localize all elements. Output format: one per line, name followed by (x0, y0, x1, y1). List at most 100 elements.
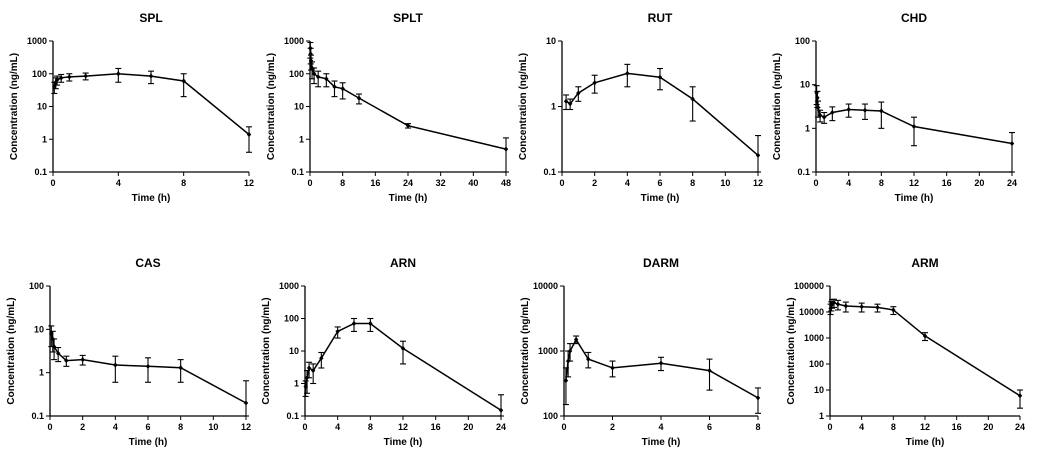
y-tick-label: 1000 (538, 346, 558, 356)
series-line (565, 72, 759, 156)
x-tick-label: 8 (181, 178, 186, 188)
x-tick-label: 0 (559, 178, 564, 188)
data-point (181, 78, 186, 84)
chart-title: DARM (643, 256, 679, 270)
y-tick-label: 100 (289, 69, 304, 79)
x-axis-label: Time (h) (906, 437, 945, 448)
data-point (755, 152, 761, 158)
x-tick-label: 16 (952, 422, 962, 432)
y-tick-label: 100 (32, 69, 47, 79)
x-axis-label: Time (h) (384, 437, 423, 448)
data-point (586, 356, 591, 362)
data-point (335, 328, 340, 335)
y-tick-label: 100 (284, 314, 299, 324)
y-tick-label: 1 (42, 134, 47, 144)
x-tick-label: 12 (398, 422, 408, 432)
x-tick-label: 16 (431, 422, 441, 432)
data-point (879, 108, 884, 114)
data-point (567, 348, 573, 354)
y-tick-label: 1 (819, 411, 824, 421)
data-point (828, 305, 833, 311)
x-tick-label: 12 (241, 422, 251, 432)
data-point (911, 123, 917, 130)
data-point (498, 407, 504, 413)
x-tick-label: 6 (707, 422, 712, 432)
x-tick-label: 20 (463, 422, 473, 432)
x-tick-label: 2 (610, 422, 615, 432)
data-point (304, 375, 310, 381)
x-tick-label: 10 (720, 178, 730, 188)
chart-title: ARN (390, 256, 416, 270)
y-tick-label: 100000 (794, 281, 824, 291)
y-axis-label: Concentration (ng/mL) (786, 297, 797, 404)
data-point (368, 320, 373, 327)
data-point (405, 123, 411, 129)
series-line (304, 322, 502, 411)
data-point (846, 106, 851, 113)
data-point (303, 384, 308, 390)
x-axis-label: Time (h) (895, 193, 934, 204)
x-tick-label: 0 (50, 178, 55, 188)
chart-title: ARM (911, 256, 938, 270)
chart-darm: DARM 100 1000 10000 0 2 4 6 8 Time (h) Concentrati… (520, 256, 761, 448)
x-tick-label: 2 (80, 422, 85, 432)
y-tick-label: 100 (29, 281, 44, 291)
chart-cas: CAS 0.1 1 10 100 0 2 4 6 8 10 12 Time (h) Concentrati… (6, 256, 251, 448)
x-tick-label: 4 (335, 422, 340, 432)
chart-title: SPLT (393, 11, 423, 25)
y-axis-label: Concentration (ng/mL) (261, 297, 272, 404)
data-point (610, 365, 615, 371)
x-axis-label: Time (h) (132, 193, 171, 204)
y-tick-label: 0.1 (797, 167, 810, 177)
data-point (51, 343, 57, 350)
x-tick-label: 0 (302, 422, 307, 432)
x-tick-label: 10 (208, 422, 218, 432)
y-axis-label: Concentration (ng/mL) (266, 53, 277, 160)
y-tick-label: 1000 (27, 36, 47, 46)
data-point (707, 367, 712, 374)
y-tick-label: 1000 (284, 36, 304, 46)
data-point (54, 77, 60, 83)
y-tick-label: 0.1 (286, 411, 299, 421)
data-point (340, 86, 345, 92)
y-tick-label: 10 (294, 102, 304, 112)
x-tick-label: 8 (879, 178, 884, 188)
y-tick-label: 0.1 (31, 411, 44, 421)
x-tick-label: 8 (368, 422, 373, 432)
chart-title: SPL (139, 11, 162, 25)
data-point (308, 45, 313, 51)
data-point (400, 345, 406, 352)
x-tick-label: 12 (244, 178, 254, 188)
data-point (625, 70, 630, 77)
y-tick-label: 10000 (799, 307, 824, 317)
x-tick-label: 24 (1007, 178, 1017, 188)
x-tick-label: 0 (827, 422, 832, 432)
chart-arm: ARM 1 10 100 1000 10000 100000 0 4 8 12 16 20 24 Time … (786, 256, 1025, 448)
chart-rut: RUT 0.1 1 10 0 2 4 6 8 10 12 Time (h) Concentration … (518, 11, 763, 204)
x-tick-label: 16 (370, 178, 380, 188)
x-tick-label: 4 (113, 422, 118, 432)
data-point (817, 112, 823, 118)
data-point (576, 90, 581, 96)
data-point (592, 80, 597, 86)
y-tick-label: 10 (289, 346, 299, 356)
y-tick-label: 0.1 (291, 167, 304, 177)
data-point (315, 74, 321, 80)
x-tick-label: 24 (496, 422, 506, 432)
x-tick-label: 20 (983, 422, 993, 432)
data-point (246, 131, 252, 138)
data-point (567, 101, 573, 107)
data-point (658, 360, 664, 366)
x-tick-label: 4 (658, 422, 663, 432)
data-point (814, 90, 819, 96)
data-point (503, 146, 509, 152)
data-point (324, 76, 329, 82)
data-point (55, 350, 61, 356)
data-point (859, 304, 864, 310)
x-tick-label: 0 (813, 178, 818, 188)
y-tick-label: 0.1 (34, 167, 47, 177)
x-tick-label: 0 (307, 178, 312, 188)
x-tick-label: 20 (974, 178, 984, 188)
x-tick-label: 24 (403, 178, 413, 188)
y-tick-label: 10000 (533, 281, 558, 291)
